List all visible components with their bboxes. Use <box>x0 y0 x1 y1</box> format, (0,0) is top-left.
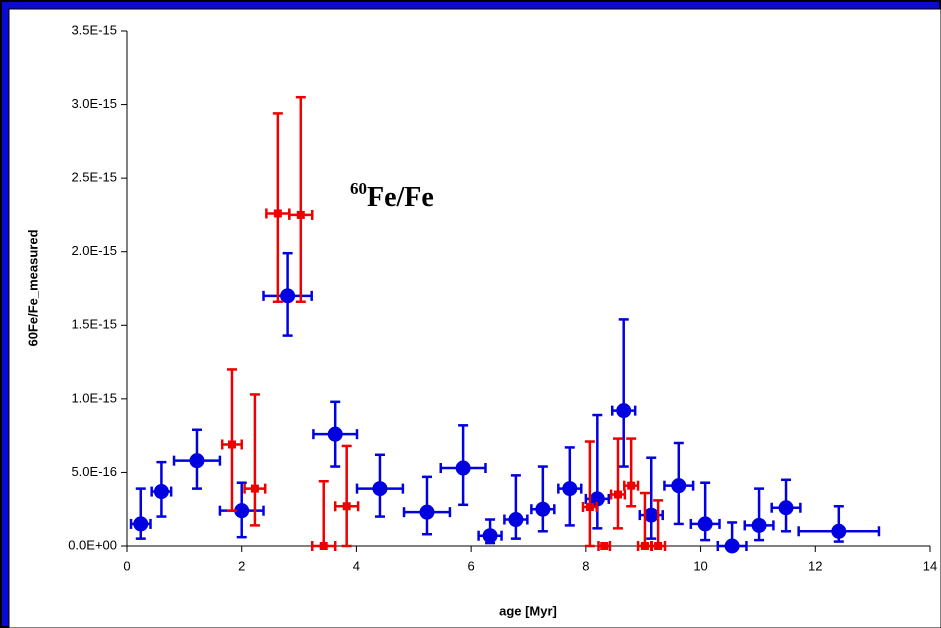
y-tick-label: 1.5E-15 <box>71 317 117 332</box>
point <box>724 538 740 554</box>
point <box>600 542 609 550</box>
annotation: 60Fe/Fe <box>350 179 434 214</box>
point <box>778 500 794 516</box>
point <box>671 478 687 494</box>
point <box>535 501 551 517</box>
point <box>697 516 713 532</box>
point <box>455 460 471 476</box>
point <box>831 523 847 539</box>
point <box>319 542 328 550</box>
point <box>613 490 622 499</box>
point <box>751 517 767 533</box>
point <box>627 481 636 490</box>
point <box>562 481 578 497</box>
point <box>280 288 296 304</box>
point <box>327 426 343 442</box>
y-tick-label: 3.5E-15 <box>71 22 117 37</box>
y-tick-label: 2.5E-15 <box>71 170 117 185</box>
point <box>643 507 659 523</box>
x-tick-label: 12 <box>808 558 822 573</box>
y-tick-label: 3.0E-15 <box>71 96 117 111</box>
y-tick-label: 5.0E-16 <box>71 464 117 479</box>
point <box>227 440 236 449</box>
x-axis-title: age [Myr] <box>499 603 557 618</box>
y-axis-title: 60Fe/Fe_measured <box>25 229 40 346</box>
x-tick-label: 2 <box>238 558 245 573</box>
point <box>342 502 351 511</box>
point <box>585 503 594 512</box>
chart-area <box>8 8 941 628</box>
x-tick-label: 10 <box>693 558 707 573</box>
x-tick-label: 8 <box>582 558 589 573</box>
point <box>640 542 649 550</box>
y-tick-label: 0.0E+00 <box>68 537 117 552</box>
y-tick-label: 1.0E-15 <box>71 390 117 405</box>
point <box>589 491 605 507</box>
x-tick-label: 14 <box>923 558 937 573</box>
point <box>153 484 169 500</box>
x-tick-label: 4 <box>353 558 360 573</box>
point <box>616 403 632 419</box>
y-tick-label: 2.0E-15 <box>71 243 117 258</box>
point <box>296 210 305 219</box>
point <box>508 512 524 528</box>
point <box>189 453 205 469</box>
point <box>419 504 435 520</box>
point <box>654 542 663 550</box>
annotation-text: Fe/Fe <box>367 182 434 213</box>
x-tick-label: 6 <box>468 558 475 573</box>
x-tick-label: 0 <box>123 558 130 573</box>
point <box>133 516 149 532</box>
point <box>372 481 388 497</box>
point <box>482 528 498 544</box>
point <box>250 484 259 493</box>
point <box>273 209 282 218</box>
point <box>234 503 250 519</box>
annotation-sup: 60 <box>350 179 367 198</box>
